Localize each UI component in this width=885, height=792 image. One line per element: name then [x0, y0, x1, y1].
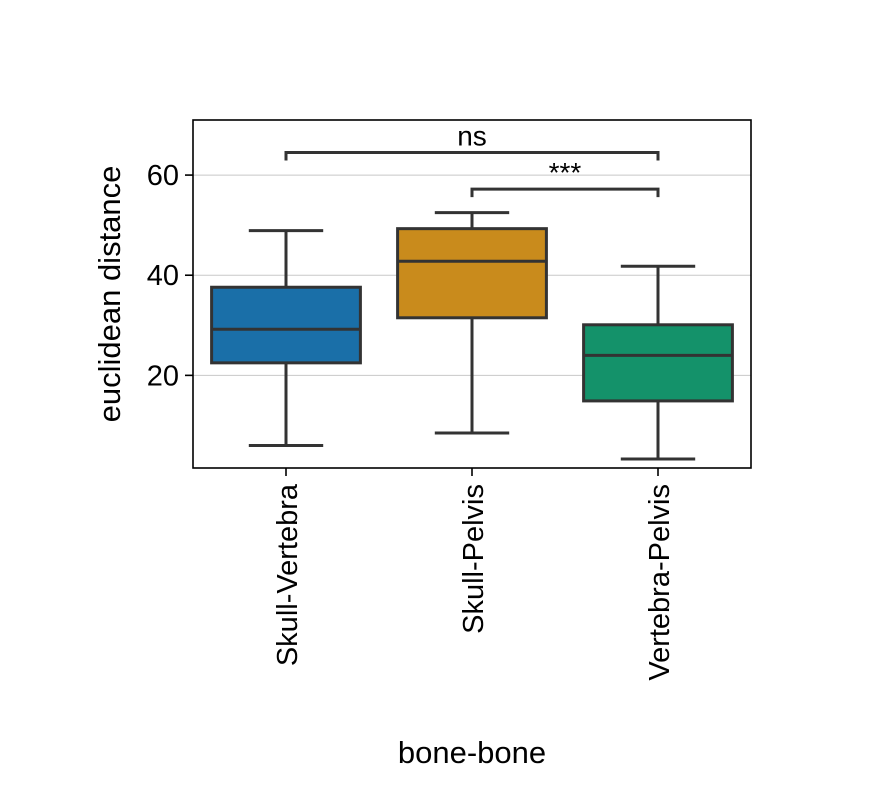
x-tick-label: Skull-Vertebra [272, 483, 304, 666]
box-vertebra-pelvis [582, 323, 734, 403]
y-tick-label: 60 [147, 160, 179, 192]
significance-label: *** [549, 157, 582, 188]
box-skull-pelvis [396, 227, 548, 320]
x-tick-label: Vertebra-Pelvis [644, 484, 676, 681]
significance-bracket [284, 151, 660, 161]
significance-label: ns [457, 121, 487, 152]
significance-bracket [470, 187, 660, 198]
y-tick-label: 40 [147, 260, 179, 292]
y-axis-title: euclidean distance [92, 166, 127, 423]
x-axis-title: bone-bone [398, 735, 546, 770]
y-tick-label: 20 [147, 360, 179, 392]
x-tick-label: Skull-Pelvis [458, 484, 490, 634]
box-skull-vertebra [210, 285, 362, 365]
